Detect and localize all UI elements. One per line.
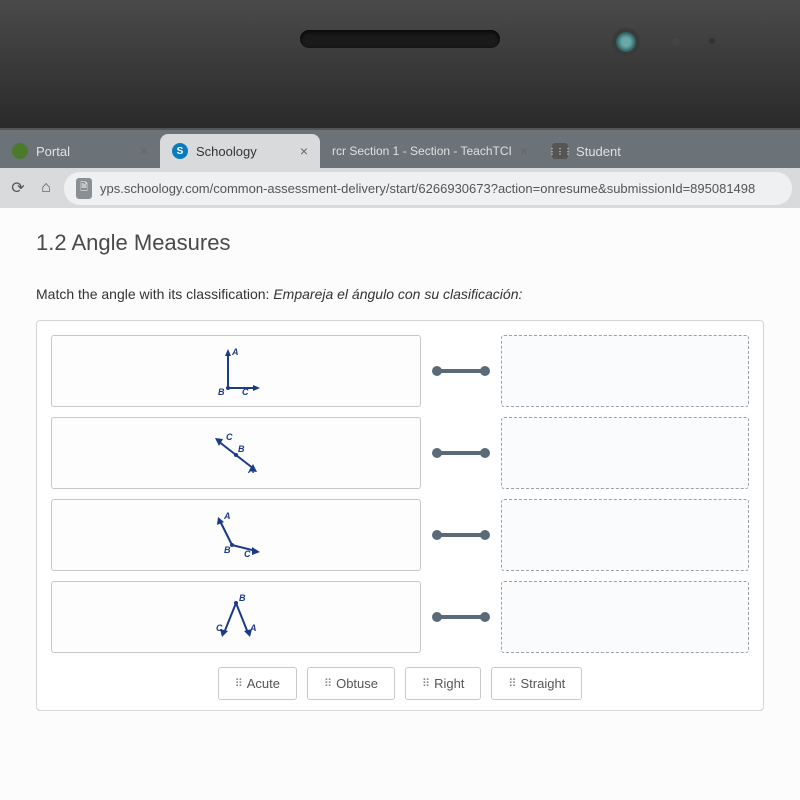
tab-icon bbox=[12, 143, 28, 159]
option-label: Right bbox=[434, 676, 464, 691]
reload-icon[interactable]: ⟳ bbox=[8, 178, 28, 198]
drop-target[interactable] bbox=[501, 499, 749, 571]
tab-student[interactable]: ⋮⋮⋮ Student bbox=[540, 134, 640, 168]
screen: Portal × S Schoology × rcr Section 1 - S… bbox=[0, 130, 800, 800]
svg-text:C: C bbox=[242, 387, 249, 397]
svg-text:A: A bbox=[247, 465, 255, 475]
svg-text:C: C bbox=[226, 432, 233, 442]
grip-icon: ⠿ bbox=[235, 677, 241, 690]
home-icon[interactable]: ⌂ bbox=[36, 179, 56, 197]
instruction-text: Match the angle with its classification:… bbox=[36, 286, 764, 302]
drop-target[interactable] bbox=[501, 335, 749, 407]
option-right[interactable]: ⠿ Right bbox=[405, 667, 481, 700]
grip-icon: ⠿ bbox=[508, 677, 514, 690]
connector[interactable] bbox=[421, 533, 501, 537]
match-row: A B C bbox=[51, 499, 749, 571]
svg-text:A: A bbox=[231, 347, 239, 357]
option-label: Acute bbox=[247, 676, 280, 691]
svg-text:B: B bbox=[239, 593, 246, 603]
options-bank: ⠿ Acute ⠿ Obtuse ⠿ Right ⠿ Straight bbox=[51, 667, 749, 700]
tab-portal[interactable]: Portal × bbox=[0, 134, 160, 168]
connector[interactable] bbox=[421, 369, 501, 373]
drop-target[interactable] bbox=[501, 417, 749, 489]
connector[interactable] bbox=[421, 451, 501, 455]
angle-diagram: A B C bbox=[206, 507, 266, 563]
close-icon[interactable]: × bbox=[140, 143, 148, 159]
svg-text:B: B bbox=[238, 444, 245, 454]
svg-text:C: C bbox=[244, 549, 251, 559]
svg-text:B: B bbox=[218, 387, 225, 397]
tab-icon: S bbox=[172, 143, 188, 159]
url-text: yps.schoology.com/common-assessment-deli… bbox=[100, 181, 755, 196]
option-obtuse[interactable]: ⠿ Obtuse bbox=[307, 667, 395, 700]
option-acute[interactable]: ⠿ Acute bbox=[218, 667, 297, 700]
tab-icon: ⋮⋮⋮ bbox=[552, 143, 568, 159]
close-icon[interactable]: × bbox=[300, 143, 308, 159]
match-row: A B C bbox=[51, 335, 749, 407]
angle-card-acute[interactable]: B C A bbox=[51, 581, 421, 653]
sensor-dot bbox=[672, 38, 680, 46]
grip-icon: ⠿ bbox=[422, 677, 428, 690]
angle-card-obtuse[interactable]: A B C bbox=[51, 499, 421, 571]
tab-label: Schoology bbox=[196, 144, 257, 159]
match-row: B C A bbox=[51, 581, 749, 653]
instruction-en: Match the angle with its classification: bbox=[36, 286, 269, 302]
page-content: 1.2 Angle Measures Match the angle with … bbox=[0, 208, 800, 800]
grip-icon: ⠿ bbox=[324, 677, 330, 690]
browser-toolbar: ⟳ ⌂ 🗎 yps.schoology.com/common-assessmen… bbox=[0, 168, 800, 208]
speaker-grill bbox=[300, 30, 500, 48]
angle-card-right[interactable]: A B C bbox=[51, 335, 421, 407]
svg-text:A: A bbox=[223, 511, 231, 521]
tab-label: Student bbox=[576, 144, 621, 159]
option-straight[interactable]: ⠿ Straight bbox=[491, 667, 582, 700]
tab-label: Portal bbox=[36, 144, 70, 159]
instruction-es: Empareja el ángulo con su clasificación: bbox=[273, 286, 522, 302]
sensor-dot bbox=[709, 38, 715, 44]
svg-text:A: A bbox=[249, 623, 257, 633]
connector[interactable] bbox=[421, 615, 501, 619]
matching-container: A B C C B bbox=[36, 320, 764, 711]
address-bar[interactable]: 🗎 yps.schoology.com/common-assessment-de… bbox=[64, 172, 792, 205]
angle-card-straight[interactable]: C B A bbox=[51, 417, 421, 489]
option-label: Straight bbox=[520, 676, 565, 691]
angle-diagram: B C A bbox=[206, 589, 266, 645]
page-title: 1.2 Angle Measures bbox=[36, 230, 764, 256]
tab-teachtci[interactable]: rcr Section 1 - Section - TeachTCI × bbox=[320, 134, 540, 168]
browser-tab-bar: Portal × S Schoology × rcr Section 1 - S… bbox=[0, 130, 800, 168]
svg-text:C: C bbox=[216, 623, 223, 633]
option-label: Obtuse bbox=[336, 676, 378, 691]
drop-target[interactable] bbox=[501, 581, 749, 653]
site-info-icon: 🗎 bbox=[76, 178, 92, 199]
angle-diagram: A B C bbox=[206, 343, 266, 399]
angle-diagram: C B A bbox=[206, 425, 266, 481]
svg-text:B: B bbox=[224, 545, 231, 555]
webcam bbox=[612, 28, 640, 56]
laptop-bezel bbox=[0, 0, 800, 130]
match-row: C B A bbox=[51, 417, 749, 489]
close-icon[interactable]: × bbox=[520, 143, 528, 159]
tab-label: rcr Section 1 - Section - TeachTCI bbox=[332, 144, 512, 158]
tab-schoology[interactable]: S Schoology × bbox=[160, 134, 320, 168]
